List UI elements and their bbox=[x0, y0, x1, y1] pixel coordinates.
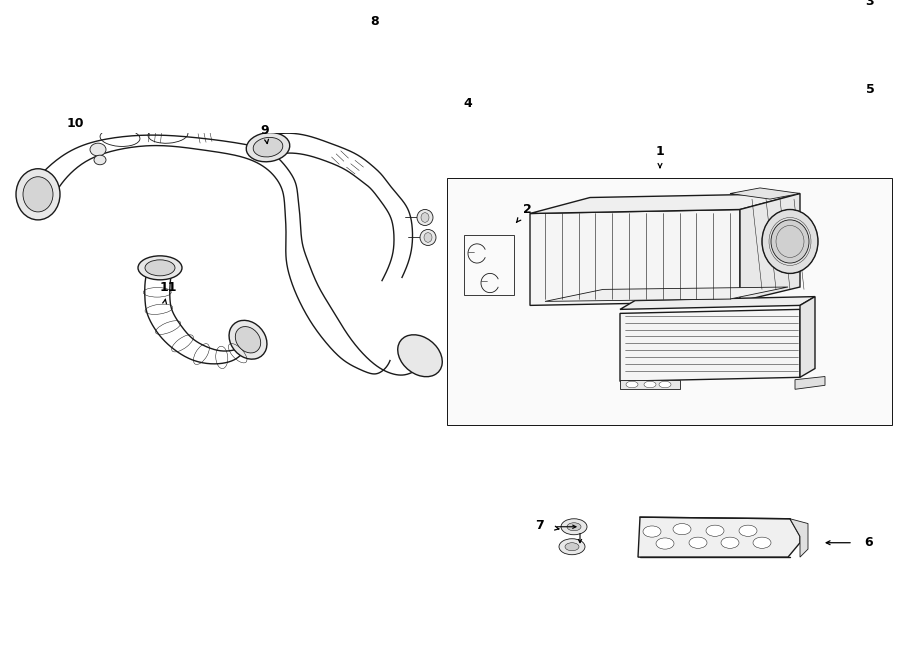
Ellipse shape bbox=[235, 327, 261, 353]
Ellipse shape bbox=[562, 0, 602, 10]
Ellipse shape bbox=[626, 381, 638, 388]
Ellipse shape bbox=[138, 256, 182, 280]
Ellipse shape bbox=[762, 210, 818, 274]
Polygon shape bbox=[800, 297, 815, 377]
Ellipse shape bbox=[753, 537, 771, 549]
Polygon shape bbox=[740, 194, 800, 301]
Text: 9: 9 bbox=[261, 124, 269, 137]
Ellipse shape bbox=[567, 523, 581, 531]
Ellipse shape bbox=[66, 86, 98, 102]
Ellipse shape bbox=[424, 233, 432, 243]
Ellipse shape bbox=[552, 0, 612, 19]
Ellipse shape bbox=[58, 82, 106, 106]
Polygon shape bbox=[762, 39, 800, 98]
Ellipse shape bbox=[643, 526, 661, 537]
Polygon shape bbox=[620, 309, 800, 381]
Ellipse shape bbox=[689, 537, 707, 549]
Polygon shape bbox=[540, 39, 578, 98]
Ellipse shape bbox=[417, 210, 433, 225]
Ellipse shape bbox=[656, 538, 674, 549]
Ellipse shape bbox=[644, 381, 656, 388]
Bar bbox=[447, 178, 892, 425]
Polygon shape bbox=[790, 519, 808, 557]
Ellipse shape bbox=[74, 90, 90, 98]
Ellipse shape bbox=[94, 155, 106, 165]
Ellipse shape bbox=[771, 220, 809, 263]
Polygon shape bbox=[25, 135, 425, 375]
Ellipse shape bbox=[90, 143, 106, 156]
Text: 1: 1 bbox=[655, 145, 664, 159]
Ellipse shape bbox=[559, 539, 585, 555]
Polygon shape bbox=[540, 94, 800, 105]
Ellipse shape bbox=[398, 334, 442, 377]
Ellipse shape bbox=[229, 321, 267, 359]
Text: 7: 7 bbox=[536, 519, 544, 531]
Polygon shape bbox=[638, 517, 800, 557]
Ellipse shape bbox=[739, 525, 757, 536]
Polygon shape bbox=[530, 194, 800, 214]
Polygon shape bbox=[568, 12, 800, 27]
Polygon shape bbox=[540, 86, 800, 98]
Ellipse shape bbox=[659, 381, 671, 388]
Polygon shape bbox=[795, 377, 825, 389]
Polygon shape bbox=[456, 30, 480, 36]
Ellipse shape bbox=[780, 0, 816, 15]
Ellipse shape bbox=[253, 137, 283, 157]
Text: 6: 6 bbox=[865, 536, 873, 549]
Polygon shape bbox=[540, 39, 800, 52]
Bar bbox=[464, 235, 514, 295]
Ellipse shape bbox=[145, 260, 175, 276]
Ellipse shape bbox=[421, 213, 429, 222]
Ellipse shape bbox=[420, 229, 436, 245]
Ellipse shape bbox=[247, 133, 290, 162]
Text: 5: 5 bbox=[866, 83, 875, 96]
Polygon shape bbox=[620, 379, 680, 389]
Text: 8: 8 bbox=[371, 15, 379, 28]
Text: 3: 3 bbox=[866, 0, 874, 8]
Ellipse shape bbox=[23, 176, 53, 212]
Ellipse shape bbox=[673, 524, 691, 535]
Text: 10: 10 bbox=[67, 118, 84, 130]
Text: 2: 2 bbox=[523, 203, 531, 216]
Polygon shape bbox=[145, 270, 250, 364]
Ellipse shape bbox=[16, 169, 60, 220]
Polygon shape bbox=[459, 36, 477, 49]
Ellipse shape bbox=[327, 0, 424, 3]
Polygon shape bbox=[620, 297, 815, 309]
Polygon shape bbox=[568, 0, 740, 26]
Ellipse shape bbox=[706, 525, 724, 536]
Polygon shape bbox=[260, 133, 412, 281]
Text: 4: 4 bbox=[464, 97, 472, 110]
Text: 11: 11 bbox=[159, 280, 176, 293]
Ellipse shape bbox=[721, 537, 739, 549]
Ellipse shape bbox=[561, 519, 587, 535]
Polygon shape bbox=[552, 48, 784, 58]
Ellipse shape bbox=[327, 0, 424, 10]
Ellipse shape bbox=[565, 543, 579, 551]
Polygon shape bbox=[730, 188, 800, 199]
Polygon shape bbox=[545, 287, 788, 301]
Polygon shape bbox=[530, 210, 740, 305]
